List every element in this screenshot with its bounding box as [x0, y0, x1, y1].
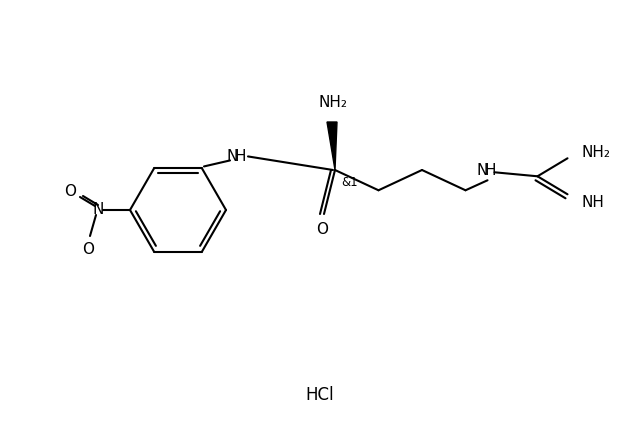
Text: NH: NH — [582, 195, 604, 210]
Text: O: O — [82, 243, 94, 258]
Text: HCl: HCl — [306, 386, 334, 404]
Text: O: O — [64, 184, 76, 199]
Text: O: O — [316, 223, 328, 238]
Text: N: N — [92, 202, 104, 217]
Text: NH₂: NH₂ — [582, 145, 611, 160]
Text: H: H — [234, 149, 246, 164]
Text: &1: &1 — [341, 176, 358, 189]
Polygon shape — [327, 122, 337, 170]
Text: N: N — [227, 149, 237, 164]
Text: N: N — [477, 163, 488, 178]
Text: NH₂: NH₂ — [319, 95, 348, 110]
Text: H: H — [484, 163, 496, 178]
